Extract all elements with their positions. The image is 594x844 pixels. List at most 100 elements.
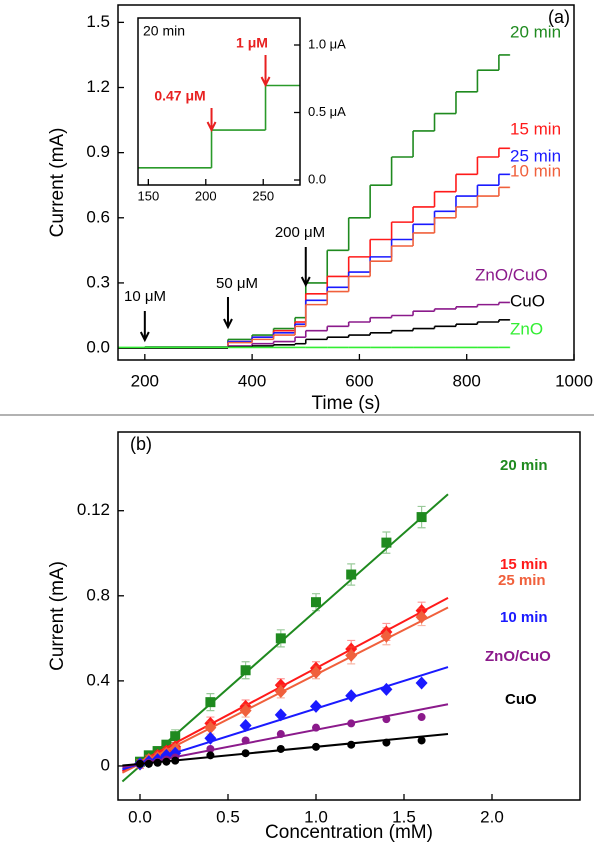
marker <box>347 719 356 728</box>
y-tick-label: 0.9 <box>86 142 110 161</box>
marker <box>204 721 217 735</box>
marker <box>274 708 287 722</box>
marker <box>240 665 251 676</box>
y-tick-label: 0.0 <box>308 171 326 186</box>
y-tick-label: 0.6 <box>86 207 110 226</box>
marker <box>312 742 320 751</box>
panel-label: (b) <box>130 434 152 454</box>
x-axis-label: Time (s) <box>312 393 381 414</box>
series-label: 10 min <box>500 609 548 626</box>
marker <box>241 749 250 758</box>
x-tick-label: 1000 <box>555 371 593 390</box>
plot-area <box>138 18 300 185</box>
annotation: 50 μM <box>216 275 258 292</box>
x-tick-label: 800 <box>453 371 481 390</box>
series-label: 10 min <box>510 161 561 180</box>
marker <box>205 697 216 708</box>
x-tick-label: 0.5 <box>216 807 240 826</box>
y-tick-label: 0.12 <box>77 500 110 519</box>
series-label: CuO <box>510 291 545 310</box>
marker <box>239 704 252 718</box>
y-axis-label: Current (mA) <box>47 128 68 238</box>
series-label: ZnO/CuO <box>485 648 551 665</box>
x-tick-label: 150 <box>137 188 159 203</box>
x-tick-label: 200 <box>131 371 159 390</box>
y-tick-label: 0 <box>101 755 110 774</box>
marker <box>310 699 322 713</box>
marker <box>310 665 322 679</box>
y-tick-label: 0.0 <box>86 338 110 357</box>
chart-panel: 200 400 600 800 1000 0.0 0.3 0.6 0.9 1.2 1.5 20 min… <box>47 4 593 414</box>
annotation-arrow <box>139 311 150 343</box>
marker <box>204 731 217 745</box>
axes-frame <box>137 17 301 186</box>
marker <box>275 633 286 644</box>
plot-content <box>121 493 449 783</box>
annotation: 200 μM <box>275 224 325 241</box>
series-label: ZnO/CuO <box>475 265 548 284</box>
plot-content <box>118 54 511 349</box>
series-label: CuO <box>505 691 537 708</box>
marker <box>162 757 171 766</box>
series-label: 25 min <box>510 146 561 165</box>
marker <box>415 610 428 624</box>
y-tick-label: 1.0 μA <box>308 36 346 51</box>
marker <box>136 759 144 768</box>
marker <box>206 744 215 753</box>
chart-panel: 150 200 250 0.0 0.5 μA 1.0 μA 20 min 0.47 μM 1 μ… <box>137 17 346 203</box>
series-label: 20 min <box>500 457 548 474</box>
annotation-arrow <box>260 55 271 88</box>
plot-content <box>138 84 300 169</box>
y-axis-label: Current (mA) <box>47 561 68 671</box>
annotation: 10 μM <box>124 288 166 305</box>
inset-title: 20 min <box>143 23 185 39</box>
panel-label: (a) <box>548 7 570 27</box>
marker <box>380 629 393 643</box>
marker <box>241 736 250 745</box>
series-label: 15 min <box>510 119 561 138</box>
x-tick-label: 400 <box>238 371 266 390</box>
x-tick-label: 1.0 <box>304 807 328 826</box>
annotation: 1 μM <box>236 35 268 51</box>
chart-panel: 0.0 0.5 1.0 1.5 2.0 0 0.4 0.8 0.12 20 min 15 min25… <box>47 431 581 843</box>
x-tick-label: 600 <box>345 371 373 390</box>
y-tick-label: 1.2 <box>86 77 110 96</box>
x-tick-label: 200 <box>195 188 217 203</box>
marker <box>206 751 215 760</box>
marker <box>381 537 392 548</box>
marker <box>170 731 181 742</box>
marker <box>274 685 287 699</box>
marker <box>380 682 393 696</box>
marker <box>144 759 153 768</box>
marker <box>311 597 321 608</box>
marker <box>347 740 356 749</box>
y-tick-label: 0.3 <box>86 272 110 291</box>
x-axis-label: Concentration (mM) <box>265 822 433 843</box>
marker <box>415 676 428 690</box>
x-tick-label: 0.0 <box>128 807 152 826</box>
marker <box>346 569 357 580</box>
marker <box>239 719 252 733</box>
annotation-arrow <box>223 297 233 330</box>
marker <box>417 713 426 722</box>
x-tick-label: 2.0 <box>480 807 504 826</box>
y-tick-label: 0.5 μA <box>308 104 346 119</box>
marker <box>171 756 180 765</box>
marker <box>382 715 391 724</box>
marker <box>276 730 285 739</box>
y-tick-label: 0.8 <box>86 585 110 604</box>
marker <box>312 723 320 732</box>
marker <box>417 736 426 745</box>
y-tick-label: 0.4 <box>86 670 110 689</box>
series-label: 15 min <box>500 556 548 573</box>
annotation-arrow <box>300 247 311 288</box>
marker <box>153 758 162 767</box>
series-label: 20 min <box>510 22 561 41</box>
series-label: ZnO <box>510 319 543 338</box>
marker <box>345 648 358 662</box>
annotation: 0.47 μM <box>154 88 205 104</box>
axes-frame <box>117 4 575 361</box>
series-label: 25 min <box>498 572 546 589</box>
